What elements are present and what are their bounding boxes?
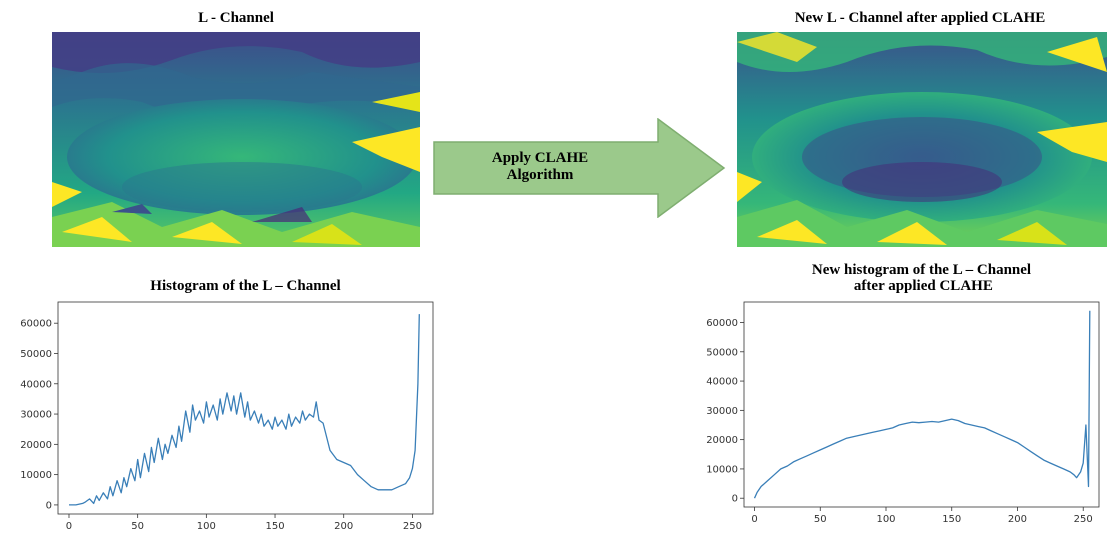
histogram-series-line xyxy=(753,310,1091,499)
left-image-title: L - Channel xyxy=(198,10,274,26)
chart-title: New histogram of the L – Channel xyxy=(812,262,1031,278)
y-tick-label: 40000 xyxy=(706,377,738,388)
chart-title: Histogram of the L – Channel xyxy=(150,278,340,294)
x-tick-label: 150 xyxy=(942,514,961,525)
plot-frame xyxy=(57,301,434,515)
y-tick-label: 30000 xyxy=(20,410,52,421)
arrow-label-line1: Apply CLAHE xyxy=(491,150,589,166)
arrow-right-icon xyxy=(433,118,726,218)
plot-frame xyxy=(743,301,1100,508)
x-tick-label: 100 xyxy=(197,521,216,532)
histogram-series-line xyxy=(69,314,420,506)
arrow-label-line2: Algorithm xyxy=(506,167,574,183)
histogram-chart-original: Histogram of the L – Channel 0 10000 20000 3… xyxy=(20,272,440,532)
y-tick-label: 60000 xyxy=(706,318,738,329)
y-tick-label: 20000 xyxy=(20,440,52,451)
l-channel-image xyxy=(52,32,420,247)
x-tick-label: 100 xyxy=(876,514,895,525)
x-tick-label: 50 xyxy=(131,521,144,532)
chart-title: after applied CLAHE xyxy=(850,278,993,294)
x-tick-label: 150 xyxy=(265,521,284,532)
x-tick-label: 200 xyxy=(334,521,353,532)
x-tick-label: 50 xyxy=(814,514,827,525)
arrow-label: Apply CLAHE Algorithm xyxy=(440,150,640,184)
y-tick-label: 40000 xyxy=(20,379,52,390)
y-tick-label: 50000 xyxy=(20,349,52,360)
x-tick-label: 0 xyxy=(751,514,757,525)
y-tick-label: 0 xyxy=(732,494,738,505)
x-tick-label: 0 xyxy=(66,521,72,532)
y-tick-label: 50000 xyxy=(706,347,738,358)
y-tick-label: 20000 xyxy=(706,435,738,446)
right-image-title: New L - Channel after applied CLAHE xyxy=(794,10,1046,26)
clahe-channel-image xyxy=(737,32,1107,247)
x-tick-label: 200 xyxy=(1008,514,1027,525)
x-tick-label: 250 xyxy=(1074,514,1093,525)
y-tick-label: 60000 xyxy=(20,319,52,330)
y-tick-label: 0 xyxy=(46,500,52,511)
y-tick-label: 10000 xyxy=(706,464,738,475)
x-tick-label: 250 xyxy=(403,521,422,532)
histogram-chart-clahe: New histogram of the L – Channel after a… xyxy=(690,262,1107,530)
y-tick-label: 30000 xyxy=(706,406,738,417)
y-tick-label: 10000 xyxy=(20,470,52,481)
